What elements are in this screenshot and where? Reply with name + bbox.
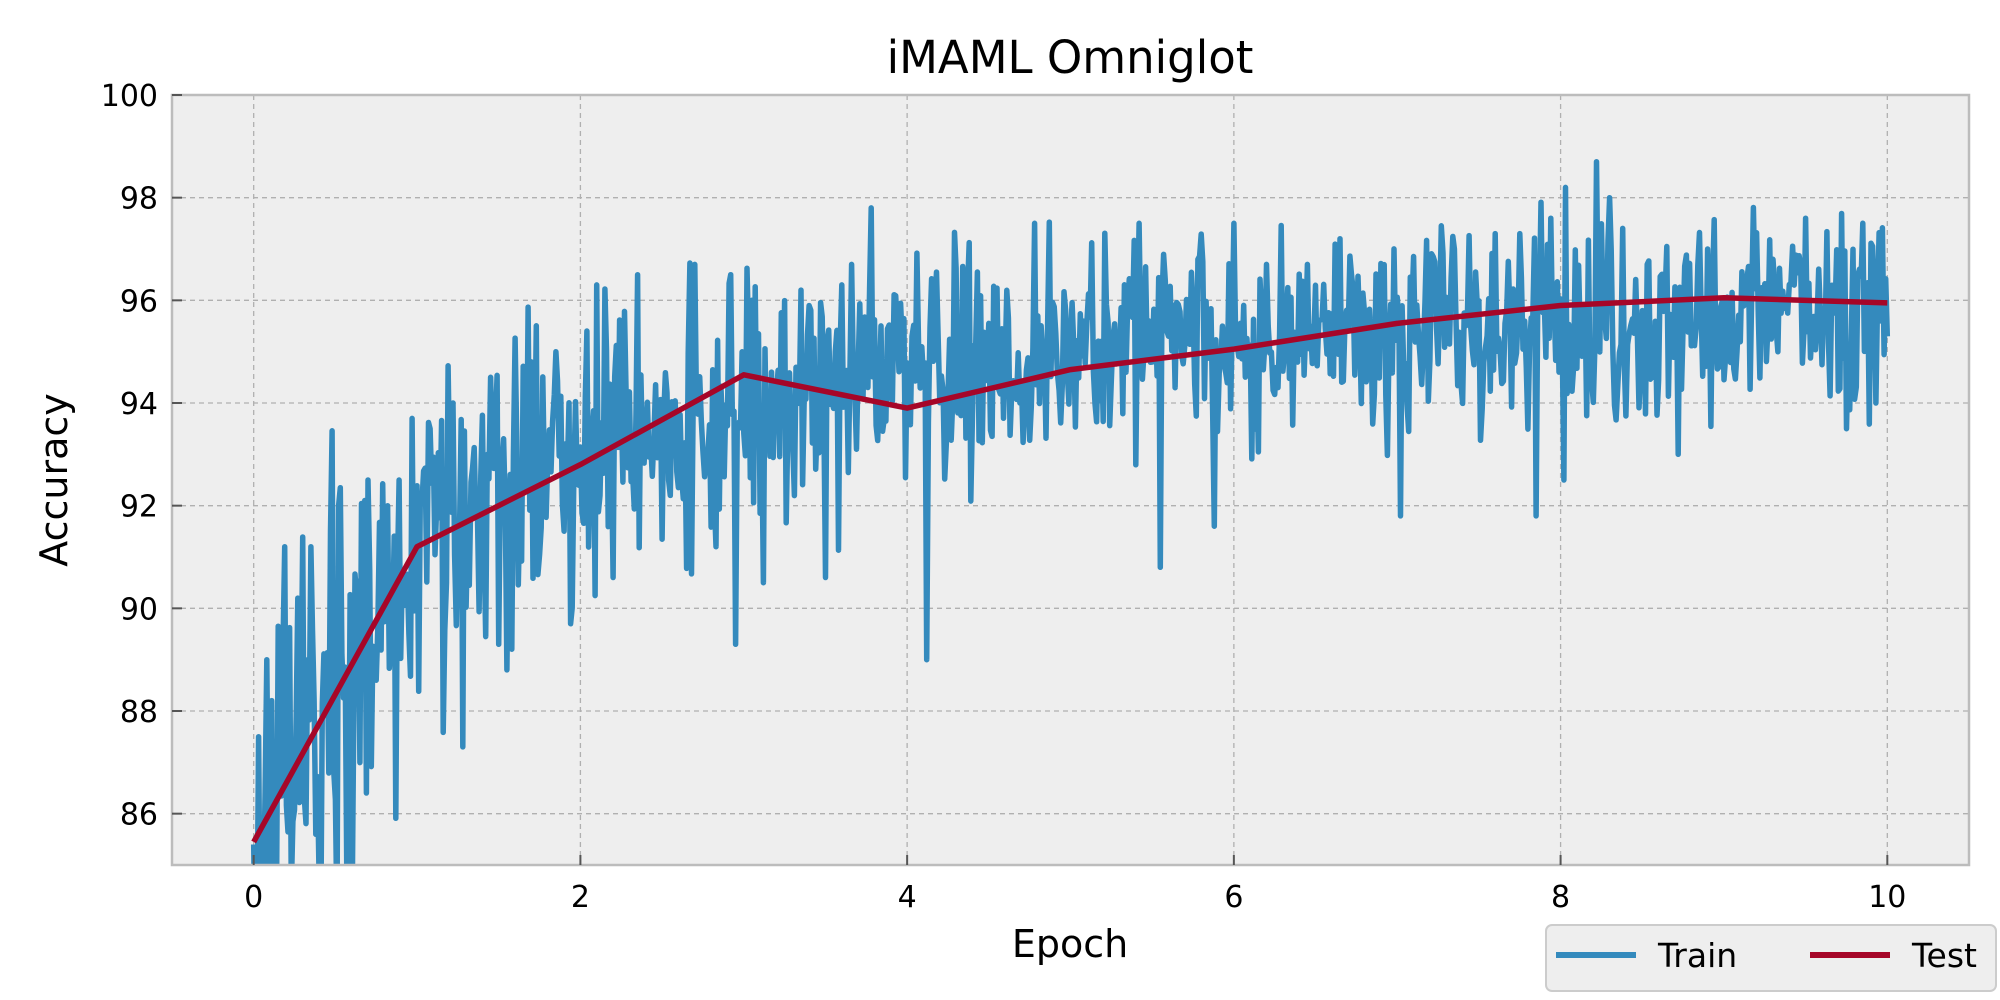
train-series-line [250,158,1891,865]
y-axis-ticks: 86 88 90 92 94 96 98 100 [101,79,182,833]
y-tick-label: 96 [120,284,158,319]
y-tick-label: 90 [120,592,158,627]
plot-frame [170,93,1971,867]
x-axis-ticks: 0 2 4 6 8 10 [244,855,1906,915]
x-tick-label: 4 [898,880,917,915]
y-tick-label: 86 [120,798,158,833]
y-tick-label: 92 [120,490,158,525]
chart-title: iMAML Omniglot [887,31,1254,84]
x-axis-label: Epoch [1012,922,1128,966]
x-tick-label: 10 [1868,880,1906,915]
x-tick-label: 6 [1224,880,1243,915]
y-tick-label: 100 [101,79,158,114]
y-tick-label: 98 [120,182,158,217]
legend-test-label: Test [1911,936,1977,975]
y-axis-label: Accuracy [32,393,76,567]
legend-train-label: Train [1657,936,1737,975]
legend-box [1545,924,1997,992]
x-tick-label: 8 [1551,880,1570,915]
x-tick-label: 0 [244,880,263,915]
legend: Train Test [1545,924,1997,992]
y-tick-label: 94 [120,387,158,422]
y-tick-label: 88 [120,695,158,730]
x-tick-label: 2 [571,880,590,915]
test-series-line [251,295,1888,844]
